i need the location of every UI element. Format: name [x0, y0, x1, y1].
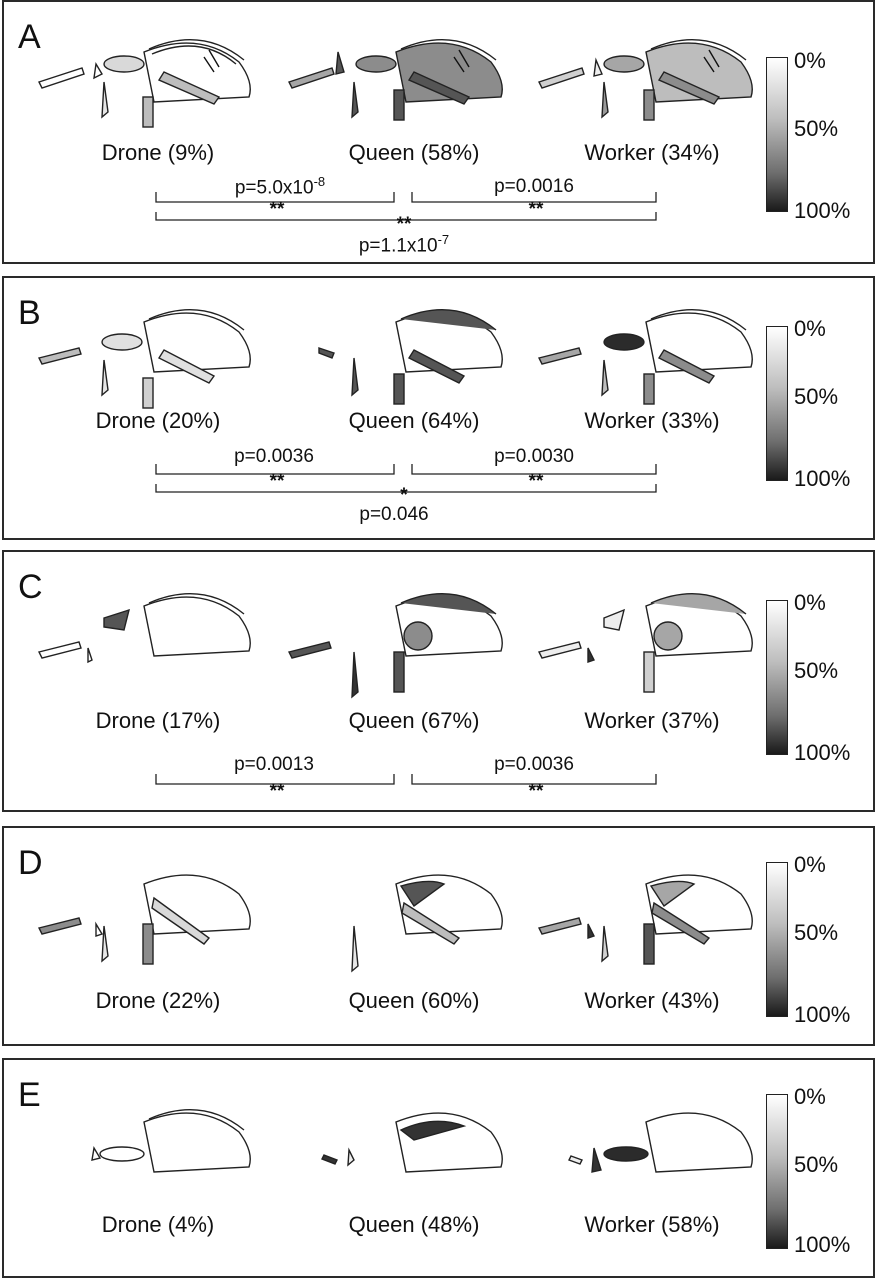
- drone-label: Drone (22%): [95, 988, 221, 1013]
- panel-d-diagram: [37, 874, 753, 973]
- panel-letter: C: [18, 568, 43, 606]
- colorbar: [766, 57, 788, 212]
- comparison-brackets: [155, 464, 657, 493]
- queen-body-map: [318, 309, 503, 405]
- comparison-brackets: [155, 774, 657, 785]
- p-value-outer: p=0.046: [359, 504, 429, 525]
- panel-letter: E: [18, 1076, 41, 1114]
- colorbar-mid-label: 50%: [794, 1152, 839, 1177]
- drone-body-map: [37, 593, 251, 664]
- panel-c-diagram: [37, 593, 753, 785]
- panel-b: B Drone (20%) Queen (64%) Worker (33%) p…: [2, 276, 875, 540]
- drone-label: Drone (9%): [101, 140, 215, 165]
- worker-label: Worker (43%): [584, 988, 720, 1013]
- stars-outer: **: [396, 214, 412, 235]
- worker-body-map: [537, 593, 753, 693]
- colorbar-top-label: 0%: [794, 1084, 826, 1109]
- p-value-right: p=0.0036: [494, 754, 574, 775]
- queen-body-map: [288, 39, 503, 121]
- queen-label: Queen (67%): [348, 708, 480, 733]
- bracket-left: [155, 464, 395, 475]
- colorbar-mid-label: 50%: [794, 116, 839, 141]
- bracket-outer: [155, 212, 657, 221]
- drone-body-map: [37, 874, 251, 965]
- bracket-left: [155, 192, 395, 203]
- colorbar-top-label: 0%: [794, 316, 826, 341]
- panel-a: A Drone (9%) Queen (58%) Worker (34%) p=…: [2, 0, 875, 264]
- worker-body-map: [537, 309, 753, 405]
- bracket-right: [411, 192, 657, 203]
- colorbar: [766, 600, 788, 755]
- stars-right: **: [528, 471, 544, 492]
- panel-e-diagram: [91, 1109, 753, 1173]
- drone-label: Drone (17%): [95, 708, 221, 733]
- colorbar-bottom-label: 100%: [794, 1002, 851, 1027]
- p-value-right: p=0.0016: [494, 176, 574, 197]
- worker-label: Worker (33%): [584, 408, 720, 433]
- bracket-left: [155, 774, 395, 785]
- colorbar-mid-label: 50%: [794, 920, 839, 945]
- colorbar: [766, 862, 788, 1017]
- queen-body-map: [351, 874, 503, 973]
- queen-label: Queen (58%): [348, 140, 480, 165]
- p-value-right: p=0.0030: [494, 446, 574, 467]
- worker-label: Worker (37%): [584, 708, 720, 733]
- queen-body-map: [321, 1112, 503, 1173]
- comparison-brackets: [155, 192, 657, 221]
- p-value-left: p=0.0013: [234, 754, 314, 775]
- stars-right: **: [528, 199, 544, 220]
- worker-label: Worker (58%): [584, 1212, 720, 1237]
- worker-label: Worker (34%): [584, 140, 720, 165]
- p-value-outer: p=1.1x10-7: [358, 232, 450, 257]
- colorbar-bottom-label: 100%: [794, 1232, 851, 1257]
- colorbar-top-label: 0%: [794, 590, 826, 615]
- panel-d: D Drone (22%) Queen (60%) Worker (43%) 0…: [2, 826, 875, 1046]
- colorbar-bottom-label: 100%: [794, 198, 851, 223]
- worker-body-map: [537, 874, 753, 965]
- drone-body-map: [91, 1109, 251, 1173]
- stars-left: **: [269, 199, 285, 220]
- drone-body-map: [38, 39, 251, 128]
- drone-label: Drone (20%): [95, 408, 221, 433]
- drone-label: Drone (4%): [101, 1212, 215, 1237]
- panel-c: C Drone (17%) Queen (67%) Worker (37%) p…: [2, 550, 875, 812]
- panel-b-diagram: [37, 309, 753, 493]
- colorbar: [766, 326, 788, 481]
- bracket-right: [411, 774, 657, 785]
- bracket-right: [411, 464, 657, 475]
- colorbar-bottom-label: 100%: [794, 466, 851, 491]
- queen-label: Queen (64%): [348, 408, 480, 433]
- stars-left: **: [269, 781, 285, 802]
- colorbar: [766, 1094, 788, 1249]
- p-value-left: p=5.0x10-8: [234, 174, 326, 199]
- p-value-left: p=0.0036: [234, 446, 314, 467]
- colorbar-mid-label: 50%: [794, 658, 839, 683]
- drone-body-map: [37, 309, 251, 409]
- queen-label: Queen (48%): [348, 1212, 480, 1237]
- stars-right: **: [528, 781, 544, 802]
- panel-letter: A: [18, 18, 41, 56]
- colorbar-mid-label: 50%: [794, 384, 839, 409]
- queen-body-map: [287, 593, 503, 699]
- bracket-outer: [155, 484, 657, 493]
- stars-left: **: [269, 471, 285, 492]
- colorbar-top-label: 0%: [794, 852, 826, 877]
- panel-a-diagram: [38, 39, 753, 221]
- panel-letter: D: [18, 844, 43, 882]
- panel-e: E Drone (4%) Queen (48%) Worker (58%) 0%…: [2, 1058, 875, 1278]
- stars-outer: *: [400, 485, 408, 506]
- colorbar-top-label: 0%: [794, 48, 826, 73]
- worker-body-map: [568, 1112, 753, 1173]
- queen-label: Queen (60%): [348, 988, 480, 1013]
- worker-body-map: [538, 39, 753, 121]
- panel-letter: B: [18, 294, 41, 332]
- colorbar-bottom-label: 100%: [794, 740, 851, 765]
